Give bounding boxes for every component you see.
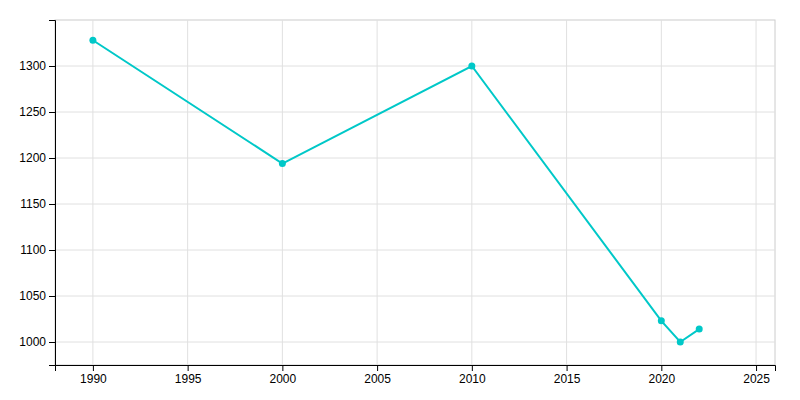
tick: 1250 <box>19 105 55 119</box>
tick-label: 1050 <box>19 289 46 303</box>
tick: 1995 <box>175 365 202 386</box>
tick-label: 1990 <box>80 372 107 386</box>
tick-label: 2020 <box>648 372 675 386</box>
grid-line <box>55 112 775 113</box>
grid-line <box>55 250 775 251</box>
point <box>696 326 703 333</box>
tick-label: 2015 <box>554 372 581 386</box>
y-axis: 1000 1050 1100 1150 1200 1250 1300 <box>19 21 55 366</box>
grid-line <box>661 20 662 365</box>
tick-mark <box>49 158 55 159</box>
tick-mark <box>567 365 568 371</box>
tick-mark <box>282 365 283 371</box>
series <box>89 37 702 346</box>
tick-label: 1100 <box>20 243 46 257</box>
tick-mark <box>756 365 757 371</box>
plot-area: 1990 1995 2000 2005 2010 2015 2020 2025 1000 1050… <box>19 20 775 386</box>
line <box>93 40 699 342</box>
chart: 1990 1995 2000 2005 2010 2015 2020 2025 1000 1050… <box>0 0 800 400</box>
axis-line <box>56 366 776 372</box>
point <box>677 339 684 346</box>
tick-mark <box>49 250 55 251</box>
tick: 1100 <box>20 243 55 257</box>
tick: 2000 <box>270 365 297 386</box>
tick-mark <box>661 365 662 371</box>
tick-mark <box>49 112 55 113</box>
point <box>279 160 286 167</box>
tick: 2015 <box>554 365 581 386</box>
point <box>89 37 96 44</box>
grid-line <box>55 204 775 205</box>
tick-label: 2005 <box>364 372 391 386</box>
tick-label: 1250 <box>19 105 46 119</box>
grid-line <box>377 20 378 365</box>
plot-frame <box>55 20 775 365</box>
grid-line <box>92 20 93 365</box>
tick: 1990 <box>80 365 107 386</box>
grid-line <box>55 342 775 343</box>
tick: 1000 <box>19 335 55 349</box>
tick: 1150 <box>20 197 55 211</box>
tick: 1300 <box>19 59 55 73</box>
tick-label: 1150 <box>20 197 46 211</box>
grid-line <box>756 20 757 365</box>
grid-line <box>282 20 283 365</box>
tick-mark <box>49 296 55 297</box>
grid-line <box>55 296 775 297</box>
tick-mark <box>188 365 189 371</box>
tick-mark <box>49 66 55 67</box>
tick-mark <box>49 204 55 205</box>
tick: 2020 <box>648 365 675 386</box>
x-axis: 1990 1995 2000 2005 2010 2015 2020 2025 <box>56 365 776 386</box>
grid-line <box>55 66 775 67</box>
grid-line <box>55 158 775 159</box>
point <box>468 63 475 70</box>
tick-mark <box>472 365 473 371</box>
tick-label: 1995 <box>175 372 202 386</box>
grid-line <box>187 20 188 365</box>
tick-label: 1200 <box>19 151 46 165</box>
tick-label: 1300 <box>19 59 46 73</box>
grid-line <box>471 20 472 365</box>
tick-mark <box>93 365 94 371</box>
tick: 1050 <box>19 289 55 303</box>
tick-label: 2010 <box>459 372 486 386</box>
tick-mark <box>377 365 378 371</box>
tick-mark <box>49 342 55 343</box>
tick: 2010 <box>459 365 486 386</box>
point <box>658 317 665 324</box>
tick: 2025 <box>743 365 770 386</box>
grid <box>55 20 775 365</box>
tick-label: 2000 <box>270 372 297 386</box>
tick-label: 1000 <box>19 335 46 349</box>
tick-label: 2025 <box>743 372 770 386</box>
tick: 2005 <box>364 365 391 386</box>
tick: 1200 <box>19 151 55 165</box>
axis-line <box>49 21 56 366</box>
